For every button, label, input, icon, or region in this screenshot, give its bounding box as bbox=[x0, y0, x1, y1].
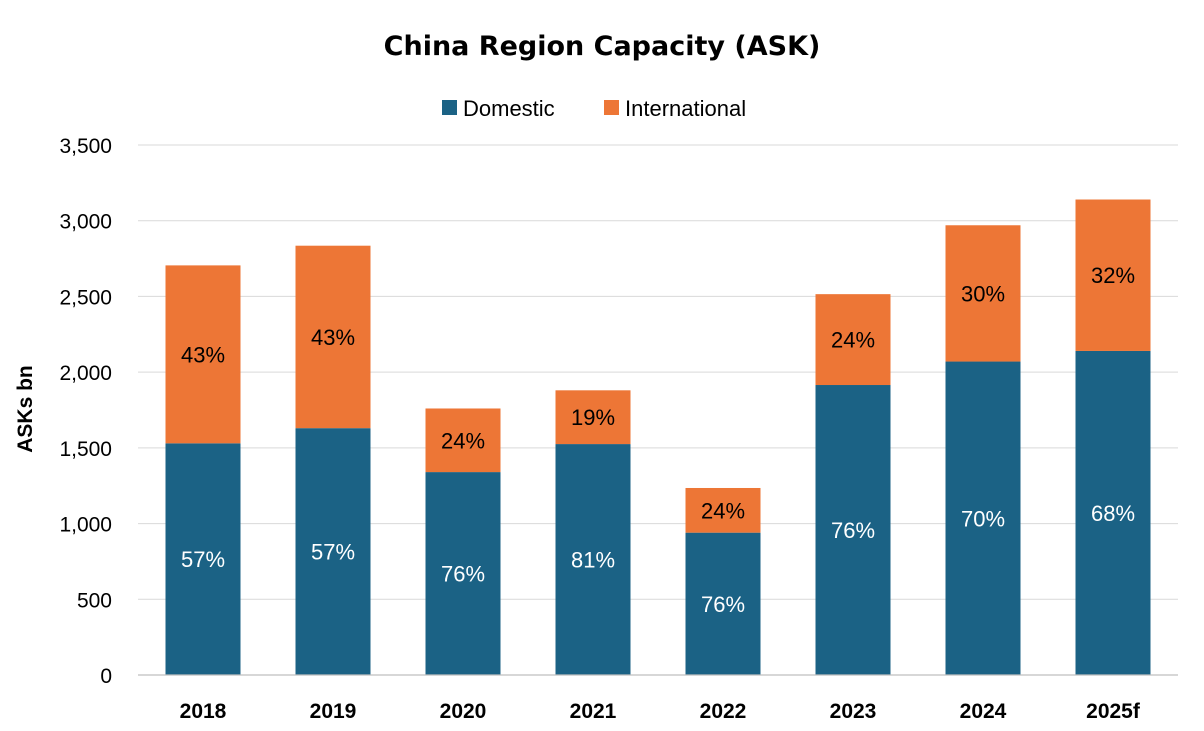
x-tick-label: 2022 bbox=[700, 700, 747, 723]
data-label-international: 19% bbox=[571, 405, 615, 430]
data-label-domestic: 76% bbox=[701, 592, 745, 617]
bar-international-2023 bbox=[815, 294, 891, 386]
x-tick-label: 2024 bbox=[960, 700, 1007, 723]
y-tick-label: 0 bbox=[100, 665, 112, 688]
data-label-international: 43% bbox=[181, 342, 225, 367]
data-label-domestic: 81% bbox=[571, 548, 615, 573]
x-tick-label: 2023 bbox=[830, 700, 877, 723]
x-tick-label: 2025f bbox=[1086, 700, 1141, 723]
legend: Domestic International bbox=[442, 96, 746, 121]
bar-domestic-2023 bbox=[815, 385, 891, 675]
data-label-domestic: 57% bbox=[311, 540, 355, 565]
data-label-international: 24% bbox=[831, 328, 875, 353]
data-label-international: 30% bbox=[961, 281, 1005, 306]
y-tick-label: 1,000 bbox=[59, 514, 112, 537]
data-label-domestic: 76% bbox=[441, 562, 485, 587]
data-label-domestic: 70% bbox=[961, 506, 1005, 531]
bar-international-2018 bbox=[165, 265, 241, 444]
bar-international-2020 bbox=[425, 408, 501, 473]
bar-international-2022 bbox=[685, 487, 761, 533]
y-tick-label: 3,500 bbox=[59, 135, 112, 158]
y-tick-label: 1,500 bbox=[59, 438, 112, 461]
bar-international-2024 bbox=[945, 225, 1021, 362]
data-label-domestic: 57% bbox=[181, 547, 225, 572]
bar-domestic-2018 bbox=[165, 443, 241, 675]
legend-swatch-international bbox=[604, 100, 619, 115]
y-tick-label: 3,000 bbox=[59, 211, 112, 234]
legend-label-international: International bbox=[625, 96, 746, 121]
data-label-international: 24% bbox=[441, 428, 485, 453]
bar-international-2021 bbox=[555, 390, 631, 445]
x-tick-label: 2020 bbox=[440, 700, 487, 723]
x-tick-label: 2021 bbox=[570, 700, 617, 723]
data-label-international: 43% bbox=[311, 325, 355, 350]
bar-domestic-2019 bbox=[295, 428, 371, 675]
y-tick-label: 2,000 bbox=[59, 362, 112, 385]
legend-label-domestic: Domestic bbox=[463, 96, 555, 121]
bar-domestic-2024 bbox=[945, 361, 1021, 675]
y-axis-label: ASKs bn bbox=[14, 365, 37, 453]
x-tick-label: 2019 bbox=[310, 700, 357, 723]
data-label-domestic: 76% bbox=[831, 518, 875, 543]
bar-domestic-2022 bbox=[685, 532, 761, 675]
x-axis-ticks: 2018 2019 2020 2021 2022 2023 2024 2025f bbox=[180, 700, 1141, 723]
data-label-domestic: 68% bbox=[1091, 501, 1135, 526]
gridlines bbox=[138, 144, 1178, 600]
chart-title: China Region Capacity (ASK) bbox=[384, 31, 821, 62]
data-label-international: 24% bbox=[701, 498, 745, 523]
bar-international-2025f bbox=[1075, 199, 1151, 351]
bar-international-2019 bbox=[295, 245, 371, 429]
bar-domestic-2021 bbox=[555, 444, 631, 675]
x-tick-label: 2018 bbox=[180, 700, 227, 723]
y-tick-label: 500 bbox=[77, 589, 112, 612]
bar-domestic-2020 bbox=[425, 472, 501, 675]
legend-swatch-domestic bbox=[442, 100, 457, 115]
y-tick-label: 2,500 bbox=[59, 286, 112, 309]
bar-domestic-2025f bbox=[1075, 350, 1151, 675]
data-label-international: 32% bbox=[1091, 263, 1135, 288]
bars: 57% 43% 57% 43% 76% 24% 81% 19% 76% 24% 76% 24% 70% 3… bbox=[165, 199, 1151, 675]
y-axis-ticks: 0 500 1,000 1,500 2,000 2,500 3,000 3,500 bbox=[59, 135, 112, 688]
